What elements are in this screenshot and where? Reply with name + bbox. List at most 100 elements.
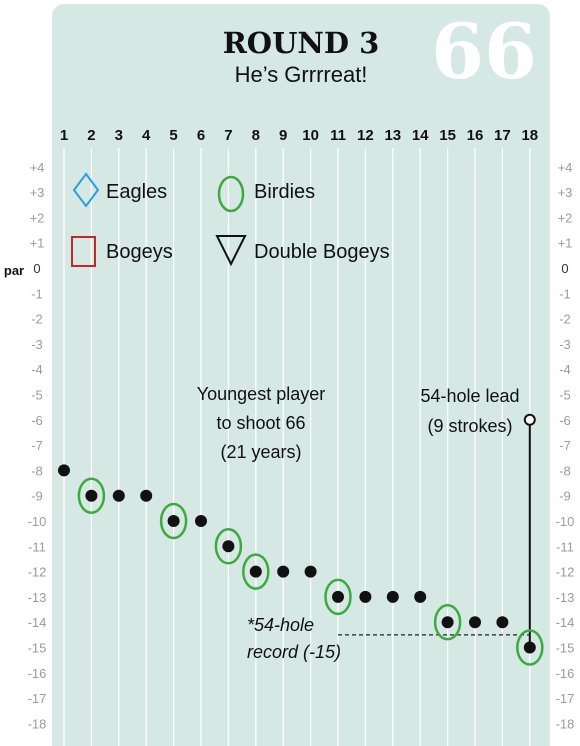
hole-label: 14 [412,127,429,144]
hole-label: 13 [384,127,401,144]
y-tick-label-left: -4 [31,362,43,377]
grid [63,148,531,746]
y-tick-label-left: -3 [31,337,43,352]
y-tick-label-left: -10 [28,514,47,529]
y-tick-label-right: -12 [556,565,575,580]
legend: Eagles Birdies Bogeys Double Bogeys [71,172,390,267]
score-point [140,489,153,502]
y-tick-label-right: -2 [559,312,571,327]
y-tick-label-right: -17 [556,691,575,706]
y-tick-label-left: -2 [31,312,43,327]
legend-double-bogeys-label: Double Bogeys [254,241,390,263]
y-tick-label-left: -12 [28,565,47,580]
score-point [195,515,207,527]
hole-label: 12 [357,127,374,144]
score-point [167,515,180,527]
y-tick-label-right: -5 [559,388,571,403]
lead-open-circle [523,413,536,426]
y-tick-label-right: -16 [556,666,575,681]
hole-label: 5 [169,127,177,144]
y-tick-label-right: -11 [556,539,574,554]
score-markers [58,413,544,666]
hole-label: 15 [439,127,456,144]
hole-label: 18 [521,127,538,144]
round-score: 66 [431,7,537,96]
score-point [414,590,427,603]
y-tick-label-left: 0 [33,261,40,276]
birdie-ring [516,629,544,666]
y-tick-label-right: -3 [559,337,571,352]
score-point [58,464,70,477]
score-point [304,565,317,578]
y-tick-label-right: +4 [558,160,573,175]
y-tick-label-right: -7 [559,438,571,453]
birdie-ring [433,603,462,641]
hole-label: 9 [279,127,287,144]
y-tick-label-right: -9 [559,489,571,504]
y-tick-label-right: -8 [559,463,571,478]
birdie-icon [217,175,245,213]
y-tick-label-left: +1 [30,236,45,251]
y-ticks-left: +4 +3 +2 +1 0 -1 -2 -3 -4 -5 -6 -7 -8 -9 -10 -11 -12 -13 -… [28,160,47,732]
y-tick-label-right: -15 [556,641,575,656]
youngest-note-line1: Youngest player [197,384,325,404]
hole-label: 4 [142,127,151,144]
lead-note-line1: 54-hole lead [420,386,519,406]
y-tick-label-left: -5 [31,388,43,403]
score-point [523,641,536,654]
chart-title: ROUND 3 [223,26,380,60]
youngest-note-line3: (21 years) [220,442,301,462]
score-point [469,616,481,629]
hole-label: 2 [87,127,95,144]
double-bogey-icon [215,235,247,267]
y-tick-label-left: -14 [28,615,47,630]
y-tick-label-right: -14 [556,615,575,630]
y-tick-label-right: +3 [558,185,573,200]
hole-label: 17 [494,127,511,144]
y-tick-label-right: -4 [559,362,571,377]
birdie-ring [324,578,352,616]
y-tick-label-right: -1 [559,286,571,301]
score-point [496,616,509,629]
hole-label: 7 [224,127,232,144]
hole-label: 10 [302,127,319,144]
score-point [85,489,98,502]
y-tick-label-left: -9 [31,489,43,504]
y-tick-label-left: +4 [30,160,45,175]
y-tick-label-left: +3 [30,185,45,200]
y-tick-label-left: -15 [28,641,47,656]
birdie-ring [242,553,270,590]
y-tick-label-right: +1 [558,236,573,251]
y-tick-label-left: -8 [31,463,43,478]
score-point [441,616,454,629]
youngest-note-line2: to shoot 66 [216,413,305,433]
legend-eagles-label: Eagles [106,181,167,203]
record-note-line1: *54-hole [247,615,314,635]
chart-background [52,4,550,746]
hole-label: 11 [330,127,346,144]
hole-label: 8 [252,127,260,144]
y-tick-label-right: 0 [561,261,568,276]
hole-label: 16 [467,127,484,144]
legend-birdies-label: Birdies [254,181,315,203]
score-point [359,590,372,603]
y-ticks-right: +4 +3 +2 +1 0 -1 -2 -3 -4 -5 -6 -7 -8 -9 -10 -11 -12 -13 -… [556,160,575,732]
score-point [112,489,125,502]
birdie-ring [214,528,243,565]
score-point [332,590,344,603]
y-tick-label-right: -18 [556,716,575,731]
birdie-ring [77,477,106,514]
score-point [386,590,399,603]
hole-label: 6 [197,127,205,144]
y-tick-label-left: -6 [31,413,43,428]
y-tick-label-right: -6 [559,413,571,428]
chart-subtitle: He’s Grrrreat! [235,62,368,87]
y-tick-label-left: -11 [28,539,46,554]
y-tick-label-left: -13 [28,590,47,605]
birdie-ring [159,502,188,540]
y-tick-label-left: -17 [28,691,47,706]
score-point [277,565,290,578]
record-note-line2: record (-15) [247,642,341,662]
y-tick-label-right: +2 [558,210,573,225]
